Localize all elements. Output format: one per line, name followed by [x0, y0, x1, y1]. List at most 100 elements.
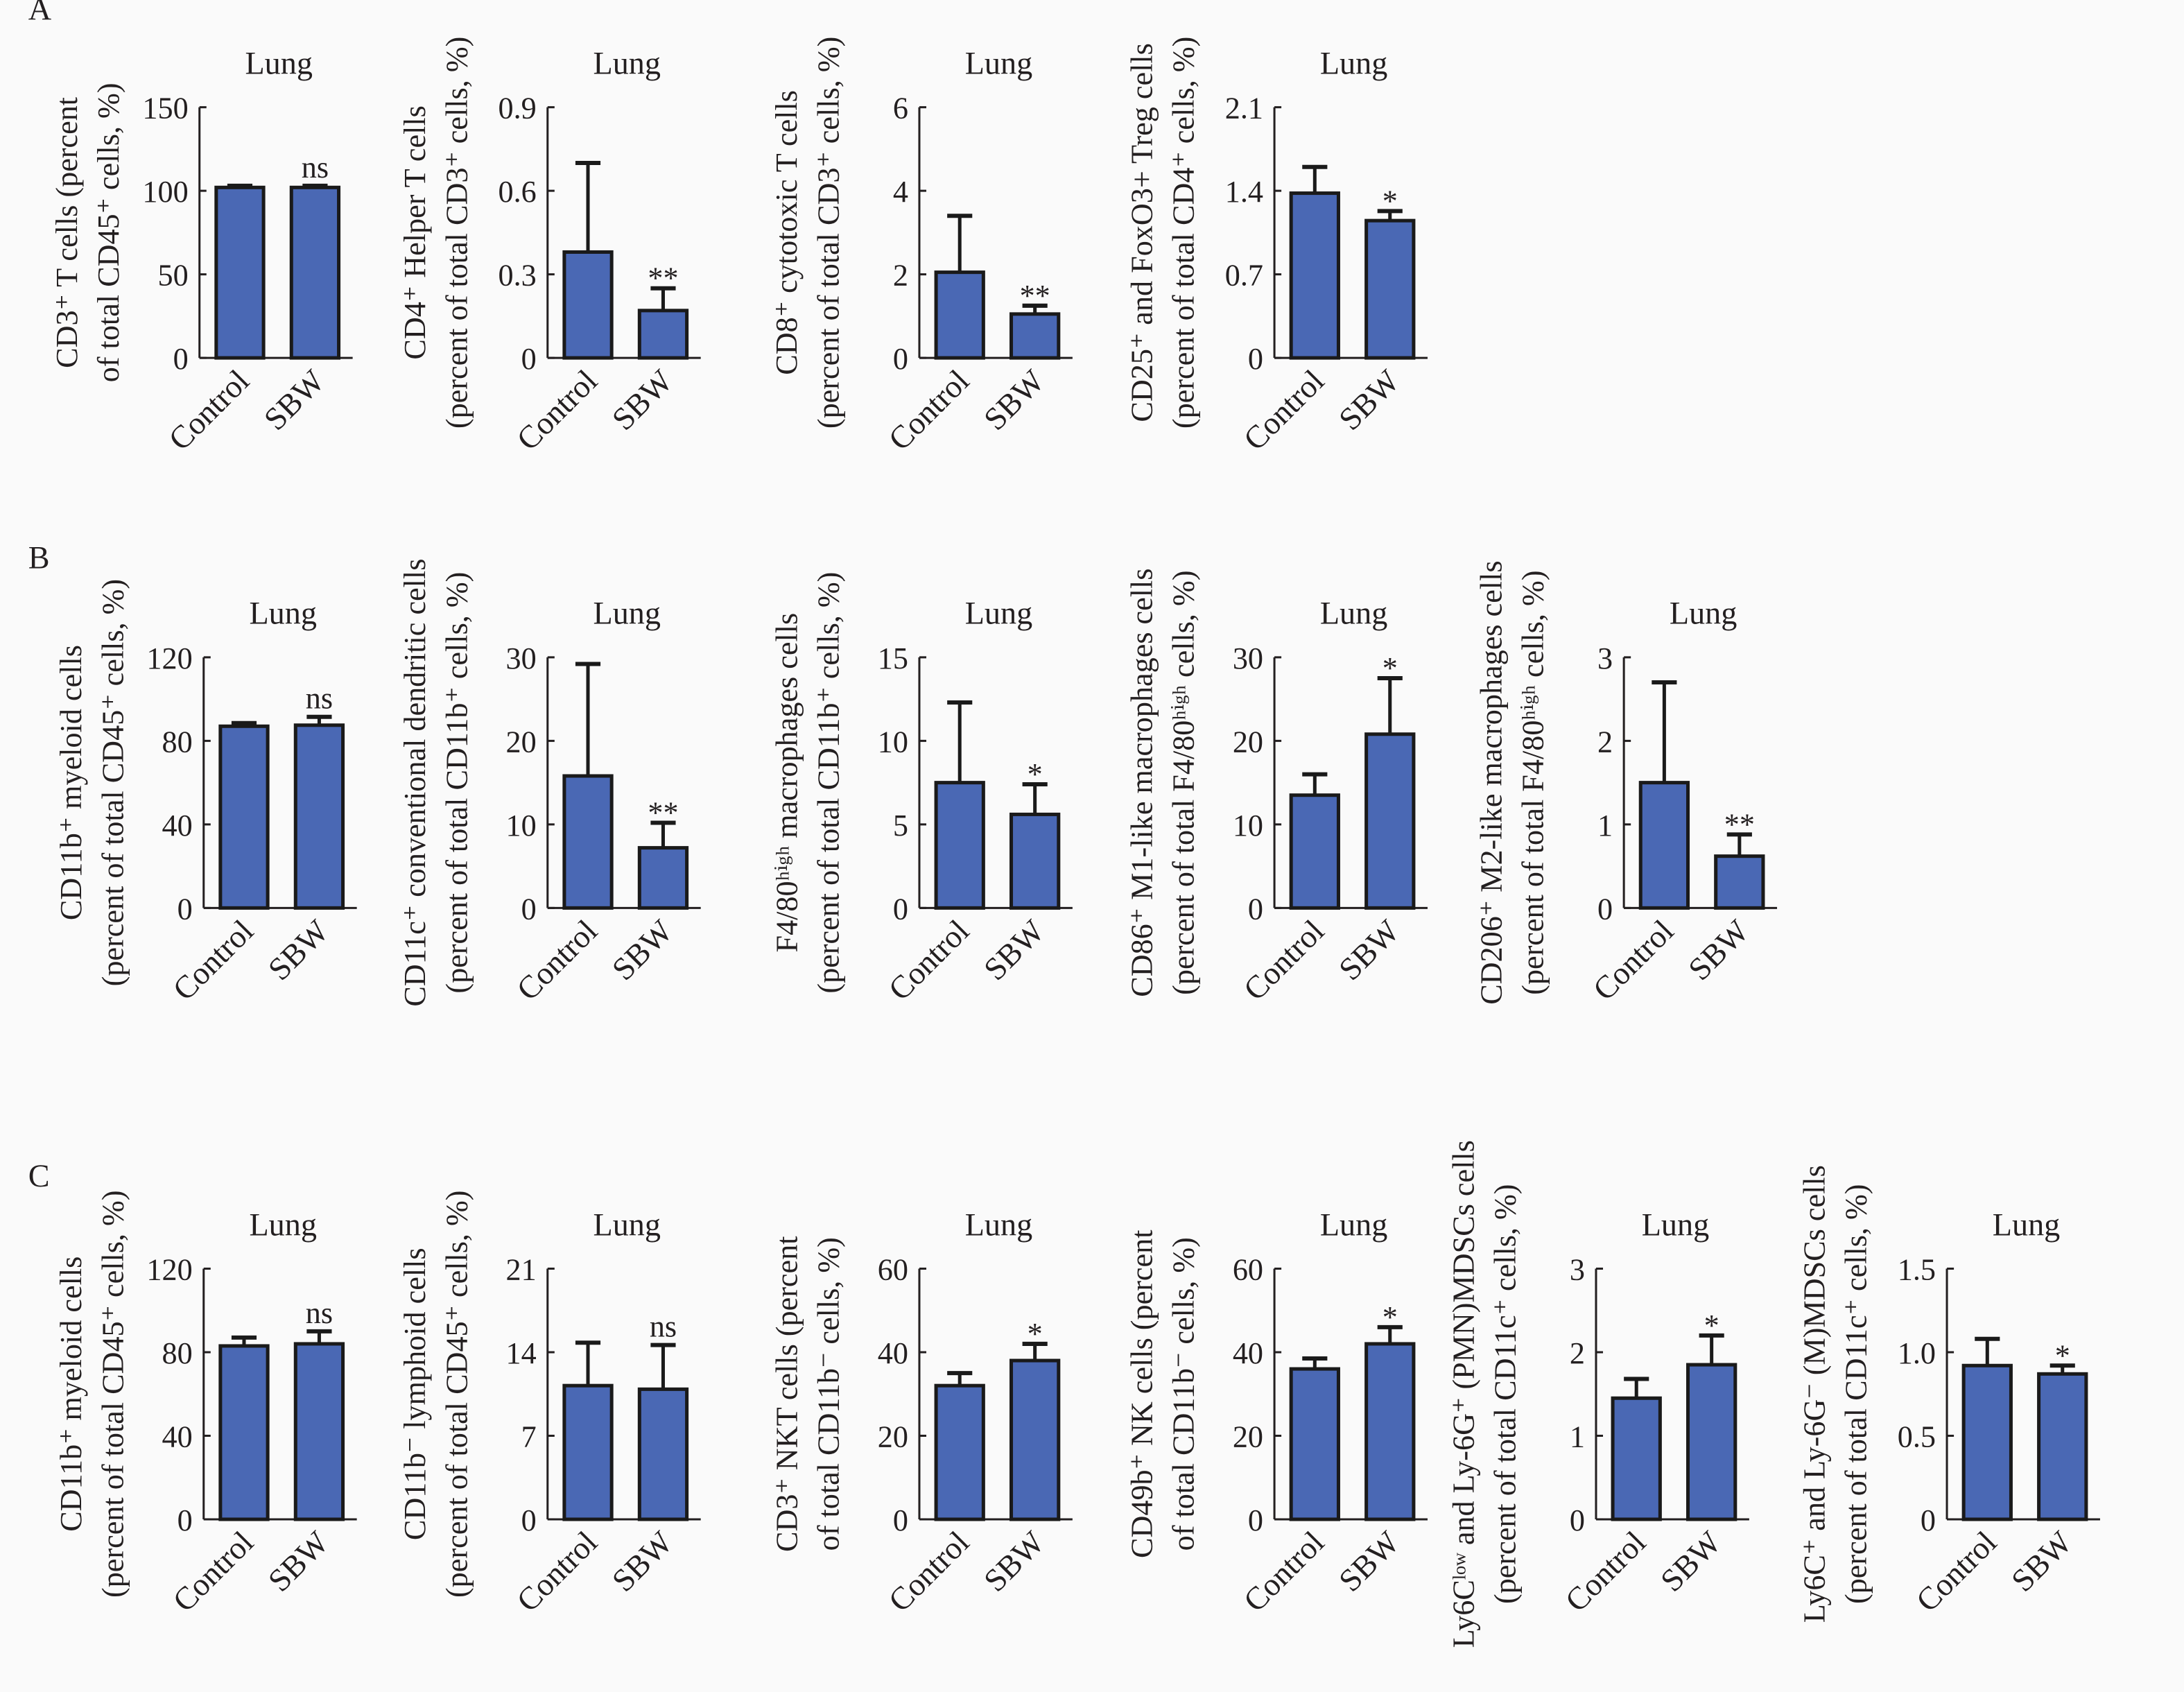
significance-label: ns — [302, 150, 329, 184]
y-axis-label: of total CD45⁺ cells, %) — [92, 83, 125, 382]
y-tick-label: 40 — [162, 1420, 193, 1454]
y-tick-label: 10 — [1233, 809, 1263, 843]
y-axis-label: of total CD11b⁻ cells, %) — [812, 1237, 846, 1551]
x-category-label: Control — [1237, 363, 1331, 457]
y-tick-label: 21 — [506, 1253, 537, 1287]
x-category-label: SBW — [977, 1524, 1051, 1598]
significance-label: * — [1383, 1300, 1398, 1334]
y-tick-label: 120 — [146, 641, 192, 675]
y-tick-label: 30 — [1233, 641, 1263, 675]
bar-sbw — [1364, 1342, 1416, 1521]
y-tick-label: 1.4 — [1225, 175, 1263, 209]
bar-control — [562, 1383, 614, 1521]
bar-sbw — [289, 185, 341, 360]
y-axis-label: (percent of total CD4⁺ cells, %) — [1167, 37, 1201, 429]
x-category-label: SBW — [977, 913, 1051, 987]
y-tick-label: 0 — [1570, 1503, 1585, 1537]
bar-sbw — [637, 1387, 689, 1521]
y-tick-label: 1.0 — [1898, 1336, 1936, 1370]
panel-label: B — [28, 539, 50, 575]
y-axis-label: (percent of total F4/80ʰⁱᵍʰ cells, %) — [1516, 570, 1550, 994]
y-tick-label: 150 — [142, 92, 188, 126]
x-category-label: SBW — [2004, 1524, 2079, 1598]
y-axis-label: (percent of total CD45⁺ cells, %) — [440, 1190, 474, 1598]
x-category-label: SBW — [605, 1524, 679, 1598]
bar-control — [934, 781, 985, 910]
chart-title: Lung — [965, 1207, 1032, 1242]
chart-title: Lung — [249, 596, 316, 631]
bar-sbw — [1009, 312, 1061, 360]
bar-sbw — [637, 846, 689, 910]
significance-label: ** — [648, 261, 678, 295]
y-tick-label: 40 — [878, 1336, 908, 1370]
y-axis-label: (percent of total CD45⁺ cells, %) — [96, 579, 130, 987]
y-tick-label: 6 — [893, 92, 908, 126]
chart-title: Lung — [1320, 1207, 1387, 1242]
chart-title: Lung — [245, 45, 312, 80]
y-tick-label: 120 — [146, 1253, 192, 1287]
bar-sbw — [293, 723, 345, 910]
x-category-label: Control — [1909, 1524, 2004, 1618]
chart-title: Lung — [1993, 1207, 2060, 1242]
x-category-label: SBW — [257, 363, 331, 437]
y-tick-label: 3 — [1570, 1253, 1585, 1287]
y-axis-label: CD8⁺ cytotoxic T cells — [770, 90, 804, 375]
y-axis-label: CD86⁺ M1-like macrophages cells — [1125, 568, 1159, 996]
y-tick-label: 0.5 — [1898, 1420, 1936, 1454]
y-axis-label: F4/80ʰⁱᵍʰ macrophages cells — [770, 613, 804, 953]
chart-title: Lung — [593, 45, 661, 80]
significance-label: ns — [650, 1310, 677, 1344]
significance-label: * — [1383, 651, 1398, 685]
bar-sbw — [1714, 854, 1765, 910]
bar-sbw — [293, 1342, 345, 1521]
y-tick-label: 0 — [1248, 892, 1263, 926]
significance-label: ns — [306, 1296, 333, 1330]
significance-label: * — [1028, 1317, 1043, 1351]
y-tick-label: 50 — [157, 259, 188, 293]
bar-control — [1289, 191, 1340, 360]
y-axis-label: CD11b⁺ myeloid cells — [54, 1257, 88, 1532]
y-tick-label: 80 — [162, 725, 193, 759]
y-tick-label: 15 — [878, 641, 908, 675]
y-tick-label: 20 — [506, 725, 537, 759]
y-tick-label: 0 — [1921, 1503, 1936, 1537]
significance-label: * — [1704, 1309, 1719, 1343]
y-tick-label: 0.3 — [498, 259, 536, 293]
y-tick-label: 0 — [177, 892, 193, 926]
significance-label: * — [1383, 184, 1398, 218]
x-category-label: SBW — [1332, 1524, 1406, 1598]
significance-label: ** — [1020, 279, 1050, 313]
x-category-label: SBW — [605, 363, 679, 437]
y-tick-label: 0 — [521, 342, 537, 376]
y-tick-label: 0 — [893, 342, 908, 376]
y-tick-label: 2 — [1570, 1336, 1585, 1370]
y-axis-label: CD25⁺ and FoxO3+ Treg cells — [1125, 43, 1159, 422]
y-tick-label: 5 — [893, 809, 908, 843]
chart-title: Lung — [965, 596, 1032, 631]
x-category-label: Control — [162, 363, 256, 457]
y-tick-label: 0 — [173, 342, 189, 376]
y-axis-label: of total CD11b⁻ cells, %) — [1167, 1237, 1201, 1551]
bar-sbw — [2037, 1372, 2088, 1521]
chart-title: Lung — [249, 1207, 316, 1242]
bar-control — [562, 250, 614, 360]
y-tick-label: 0.6 — [498, 175, 536, 209]
significance-label: ** — [648, 795, 678, 829]
chart-title: Lung — [1320, 45, 1387, 80]
y-axis-label: CD49b⁺ NK cells (percent — [1125, 1229, 1159, 1558]
y-tick-label: 20 — [878, 1420, 908, 1454]
x-category-label: Control — [510, 913, 604, 1008]
y-tick-label: 3 — [1597, 641, 1613, 675]
bar-control — [214, 185, 266, 360]
y-tick-label: 2.1 — [1225, 92, 1263, 126]
y-tick-label: 40 — [162, 809, 193, 843]
y-tick-label: 7 — [521, 1420, 537, 1454]
significance-label: ns — [306, 682, 333, 716]
y-axis-label: (percent of total CD3⁺ cells, %) — [812, 37, 846, 429]
y-axis-label: (percent of total CD11c⁺ cells, %) — [1489, 1184, 1523, 1604]
y-tick-label: 40 — [1233, 1336, 1263, 1370]
y-tick-label: 80 — [162, 1336, 193, 1370]
y-axis-label: (percent of total CD11b⁺ cells, %) — [440, 572, 474, 994]
x-category-label: SBW — [605, 913, 679, 987]
